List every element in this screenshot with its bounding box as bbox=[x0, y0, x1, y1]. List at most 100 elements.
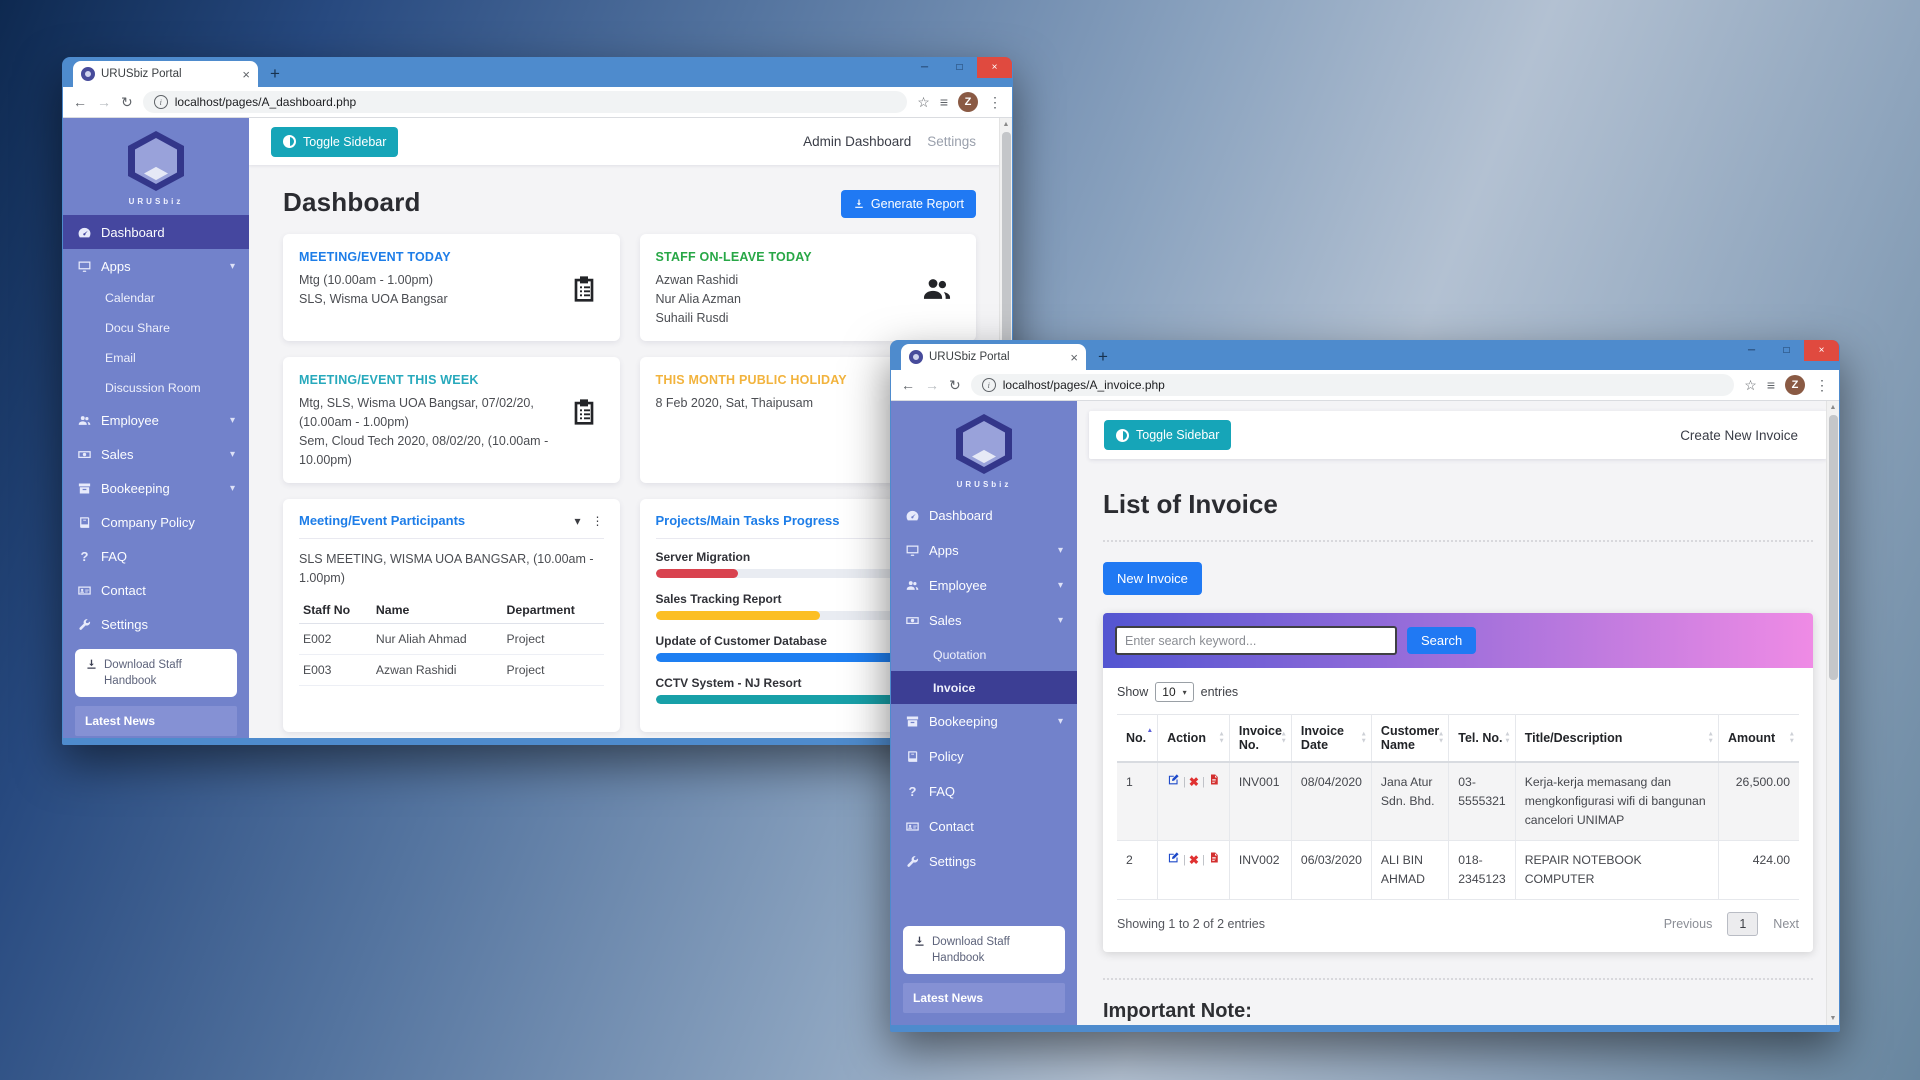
site-info-icon[interactable]: i bbox=[981, 378, 996, 392]
sidebar-item-sales[interactable]: Sales ▾ bbox=[63, 437, 249, 471]
window-close-button[interactable]: × bbox=[1804, 340, 1839, 361]
tab-close-icon[interactable]: × bbox=[242, 66, 250, 82]
sidebar-item-bookeeping[interactable]: Bookeeping ▾ bbox=[891, 704, 1077, 739]
browser-forward-icon[interactable]: → bbox=[925, 377, 939, 393]
download-handbook-button[interactable]: Download Staff Handbook bbox=[903, 925, 1065, 974]
sidebar-item-quotation[interactable]: Quotation bbox=[933, 647, 987, 662]
column-header-invoice-date[interactable]: Invoice Date ▲ ▼ bbox=[1290, 714, 1372, 763]
scroll-up-icon[interactable]: ▲ bbox=[1002, 121, 1010, 128]
pagination-next[interactable]: Next bbox=[1773, 916, 1799, 931]
browser-forward-icon[interactable]: → bbox=[97, 94, 111, 110]
browser-reload-icon[interactable]: ↻ bbox=[121, 94, 133, 110]
pagination-previous[interactable]: Previous bbox=[1663, 916, 1713, 931]
browser-menu-icon[interactable]: ⋮ bbox=[1815, 377, 1829, 393]
column-header-no[interactable]: No. ▲ bbox=[1117, 714, 1158, 763]
sidebar-item-settings[interactable]: Settings bbox=[63, 607, 249, 641]
sidebar-item-dashboard[interactable]: Dashboard bbox=[891, 498, 1077, 533]
browser-toolbar: ← → ↻ i localhost/pages/A_dashboard.php … bbox=[63, 87, 1012, 118]
nav-settings[interactable]: Settings bbox=[927, 134, 976, 149]
window-titlebar[interactable]: URUSbiz Portal × + ─ □ × bbox=[891, 340, 1839, 370]
sidebar-item-invoice[interactable]: Invoice bbox=[891, 671, 1077, 704]
delete-icon[interactable]: ✖ bbox=[1188, 775, 1199, 790]
window-minimize-button[interactable]: ─ bbox=[920, 62, 929, 73]
pdf-icon[interactable] bbox=[1208, 773, 1220, 792]
sidebar-item-contact[interactable]: Contact bbox=[63, 573, 249, 607]
search-input[interactable] bbox=[1115, 626, 1397, 655]
sidebar-item-discussion-room[interactable]: Discussion Room bbox=[105, 381, 201, 395]
browser-reload-icon[interactable]: ↻ bbox=[949, 377, 961, 393]
sidebar-item-employee[interactable]: Employee ▾ bbox=[63, 403, 249, 437]
browser-tab[interactable]: URUSbiz Portal × bbox=[901, 344, 1086, 370]
sidebar-item-contact[interactable]: Contact bbox=[891, 809, 1077, 844]
toggle-sidebar-button[interactable]: Toggle Sidebar bbox=[271, 126, 399, 157]
sidebar-item-policy[interactable]: Policy bbox=[891, 739, 1077, 774]
sidebar-item-faq[interactable]: ? FAQ bbox=[891, 774, 1077, 809]
window-maximize-button[interactable]: □ bbox=[956, 62, 963, 73]
bookmark-star-icon[interactable]: ☆ bbox=[917, 94, 930, 110]
nav-admin-dashboard[interactable]: Admin Dashboard bbox=[803, 134, 912, 149]
sidebar-item-bookeeping[interactable]: Bookeeping ▾ bbox=[63, 471, 249, 505]
bookmark-star-icon[interactable]: ☆ bbox=[1744, 377, 1757, 393]
profile-avatar[interactable]: Z bbox=[958, 92, 978, 112]
latest-news-link[interactable]: Latest News bbox=[903, 983, 1065, 1013]
widget-kebab-icon[interactable]: ⋮ bbox=[591, 513, 604, 528]
sidebar-item-company-policy[interactable]: Company Policy bbox=[63, 505, 249, 539]
browser-menu-icon[interactable]: ⋮ bbox=[988, 94, 1002, 110]
column-header-amount[interactable]: Amount ▲ ▼ bbox=[1717, 714, 1799, 763]
column-header-invoice-no[interactable]: Invoice No. ▲ ▼ bbox=[1228, 714, 1292, 763]
sidebar-item-apps[interactable]: Apps ▾ bbox=[63, 249, 249, 283]
sidebar-item-docu-share[interactable]: Docu Share bbox=[105, 321, 170, 335]
new-invoice-button[interactable]: New Invoice bbox=[1103, 562, 1202, 595]
delete-icon[interactable]: ✖ bbox=[1188, 853, 1199, 868]
window-close-button[interactable]: × bbox=[977, 57, 1012, 78]
window-maximize-button[interactable]: □ bbox=[1783, 345, 1790, 356]
window-titlebar[interactable]: URUSbiz Portal × + ─ □ × bbox=[63, 57, 1012, 87]
browser-back-icon[interactable]: ← bbox=[901, 377, 915, 393]
edit-icon[interactable] bbox=[1167, 773, 1180, 792]
sidebar-item-sales[interactable]: Sales ▾ bbox=[891, 603, 1077, 638]
entries-control: Show 10 ▾ entries bbox=[1117, 682, 1799, 702]
toggle-sidebar-button[interactable]: Toggle Sidebar bbox=[1104, 420, 1232, 450]
column-header-description[interactable]: Title/Description ▲ ▼ bbox=[1514, 714, 1719, 763]
sidebar-item-employee[interactable]: Employee ▾ bbox=[891, 568, 1077, 603]
browser-tab[interactable]: URUSbiz Portal × bbox=[73, 61, 258, 87]
window-minimize-button[interactable]: ─ bbox=[1747, 345, 1756, 356]
sidebar-item-faq[interactable]: ? FAQ bbox=[63, 539, 249, 573]
column-header-action[interactable]: Action ▲ ▼ bbox=[1157, 714, 1230, 763]
new-tab-button[interactable]: + bbox=[1098, 347, 1108, 366]
site-info-icon[interactable]: i bbox=[153, 95, 168, 109]
scroll-down-icon[interactable]: ▼ bbox=[1829, 1015, 1837, 1022]
scroll-up-icon[interactable]: ▲ bbox=[1829, 404, 1837, 411]
sidebar-item-settings[interactable]: Settings bbox=[891, 844, 1077, 879]
latest-news-link[interactable]: Latest News bbox=[75, 706, 237, 737]
search-button[interactable]: Search bbox=[1407, 627, 1477, 654]
sidebar-item-email[interactable]: Email bbox=[105, 351, 136, 365]
browser-back-icon[interactable]: ← bbox=[73, 94, 87, 110]
download-handbook-button[interactable]: Download Staff Handbook bbox=[75, 649, 237, 698]
column-header-customer[interactable]: Customer Name ▲ ▼ bbox=[1370, 714, 1449, 763]
edit-icon[interactable] bbox=[1167, 851, 1180, 870]
widget-collapse-icon[interactable]: ▾ bbox=[574, 513, 581, 528]
progress-bar bbox=[655, 653, 903, 663]
pdf-icon[interactable] bbox=[1208, 851, 1220, 870]
address-bar[interactable]: i localhost/pages/A_invoice.php bbox=[970, 374, 1735, 396]
tab-close-icon[interactable]: × bbox=[1070, 349, 1078, 365]
scrollbar-thumb[interactable] bbox=[1001, 132, 1011, 347]
page-scrollbar[interactable]: ▲ ▼ bbox=[1826, 401, 1839, 1025]
profile-avatar[interactable]: Z bbox=[1785, 375, 1805, 395]
sidebar-item-dashboard[interactable]: Dashboard bbox=[63, 215, 249, 249]
scrollbar-thumb[interactable] bbox=[1828, 415, 1838, 680]
sidebar-item-calendar[interactable]: Calendar bbox=[105, 291, 155, 305]
pagination-page-1[interactable]: 1 bbox=[1727, 911, 1759, 936]
address-bar[interactable]: i localhost/pages/A_dashboard.php bbox=[142, 91, 908, 113]
divider bbox=[1103, 977, 1813, 980]
extension-icon[interactable]: ≡ bbox=[1766, 377, 1775, 393]
generate-report-button[interactable]: Generate Report bbox=[840, 190, 976, 218]
invoice-table: No. ▲ Action ▲ ▼ Invoice No. ▲ ▼ Invoice Date… bbox=[1117, 714, 1799, 900]
extension-icon[interactable]: ≡ bbox=[939, 94, 948, 110]
entries-select[interactable]: 10 ▾ bbox=[1155, 682, 1194, 702]
column-header-tel[interactable]: Tel. No. ▲ ▼ bbox=[1448, 714, 1516, 763]
new-tab-button[interactable]: + bbox=[270, 64, 280, 83]
nav-create-new-invoice[interactable]: Create New Invoice bbox=[1680, 427, 1798, 443]
sidebar-item-apps[interactable]: Apps ▾ bbox=[891, 533, 1077, 568]
